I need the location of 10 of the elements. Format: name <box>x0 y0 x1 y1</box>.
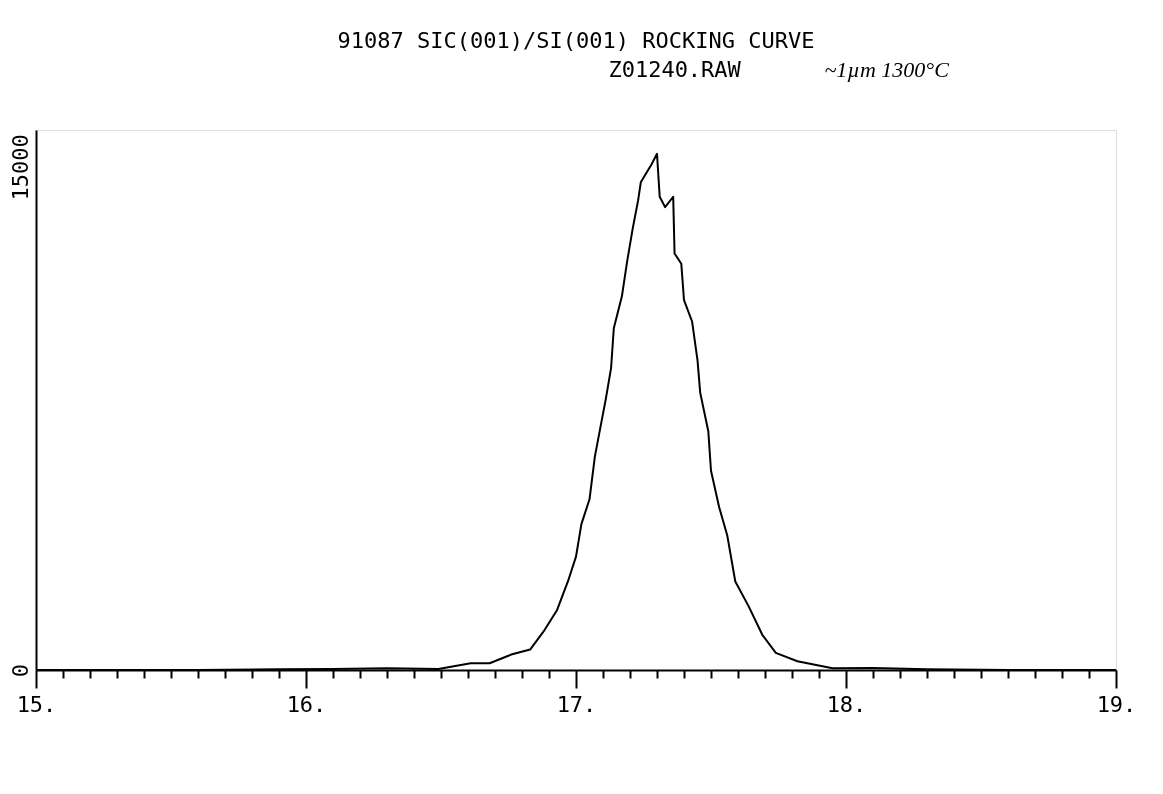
x-tick-label: 19. <box>1096 691 1137 717</box>
x-tick-label: 15. <box>16 691 57 717</box>
x-tick-label: 16. <box>286 691 327 717</box>
y-tick-label: 15000 <box>7 134 33 201</box>
text: ~1µm 1300°C <box>824 57 950 82</box>
x-tick-label: 17. <box>556 691 597 717</box>
y-tick-label: 0 <box>7 663 33 678</box>
x-tick-label: 18. <box>826 691 867 717</box>
chart-title: 91087 SIC(001)/SI(001) ROCKING CURVE <box>337 28 815 53</box>
text: Z01240.RAW <box>608 57 742 82</box>
